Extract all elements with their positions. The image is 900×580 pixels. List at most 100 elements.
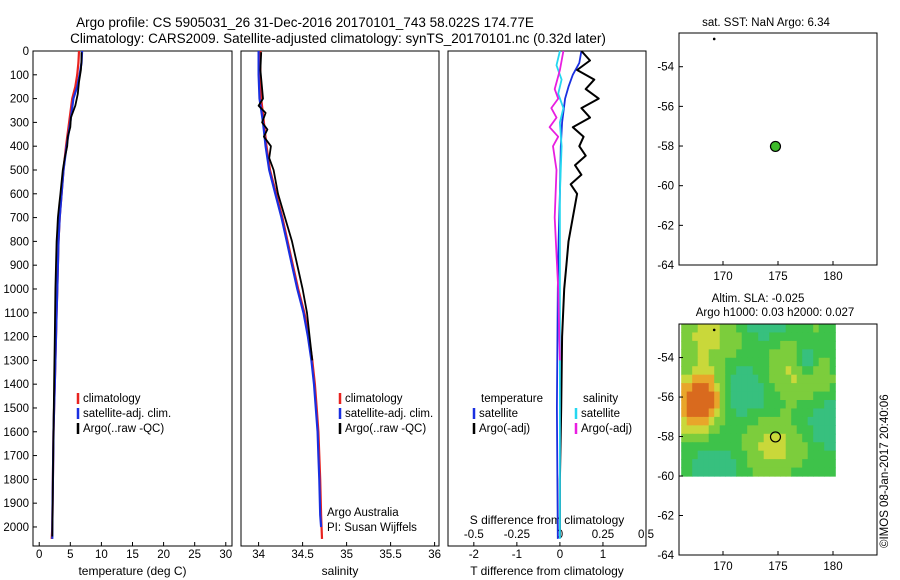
altimetry-map-sla-cell [741,324,748,334]
altimetry-map-sla-cell [769,459,776,469]
altimetry-map-sla-cell [780,324,787,334]
altimetry-map-sla-cell [824,450,831,460]
altimetry-map-sla-cell [774,324,781,334]
altimetry-map-sla-cell [736,433,743,443]
depth-tick-label: 1100 [4,308,29,320]
altimetry-map-sla-cell [681,340,688,350]
altimetry-map-sla-cell [714,425,721,435]
altimetry-map-sla-cell [763,349,770,359]
depth-tick-label: 300 [10,117,29,129]
altimetry-map-sla-cell [730,400,737,410]
altimetry-map-sla-cell [714,400,721,410]
altimetry-map-sla-cell [769,366,776,376]
altimetry-map-sla-cell [780,391,787,401]
salinity-series-argo-line [257,52,314,361]
altimetry-map-sla-cell [824,467,831,477]
altimetry-map-sla-cell [714,332,721,342]
altimetry-map-sla-cell [714,467,721,477]
depth-tick-label: 1600 [3,427,29,439]
altimetry-map-sla-cell [747,332,754,342]
altimetry-map-sla-cell [807,425,814,435]
altimetry-map-sla-cell [736,450,743,460]
altimetry-map-sla-cell [807,357,814,367]
altimetry-map-sla-cell [813,324,820,334]
altimetry-map-sla-cell [802,459,809,469]
altimetry-map-sla-cell [741,400,748,410]
altimetry-map-sla-cell [747,400,754,410]
altimetry-map-sla-cell [736,357,743,367]
altimetry-map-sla-cell [796,442,803,452]
altimetry-map-sla-cell [730,416,737,426]
depth-tick-label: 1700 [3,451,29,463]
altimetry-map-sla-cell [802,374,809,384]
altimetry-map-lat-tick-label: -58 [657,432,674,444]
altimetry-map-sla-cell [769,391,776,401]
figure-title-line1: Argo profile: CS 5905031_26 31-Dec-2016 … [76,15,534,30]
altimetry-map-sla-cell [686,442,693,452]
altimetry-map-sla-cell [697,383,704,393]
altimetry-map-sla-cell [719,400,726,410]
altimetry-map-sla-cell [774,467,781,477]
altimetry-map-sla-cell [686,450,693,460]
altimetry-map-sla-cell [730,324,737,334]
altimetry-map-sla-cell [829,324,836,334]
altimetry-map-sla-cell [725,332,732,342]
altimetry-map-sla-cell [752,400,759,410]
altimetry-map-sla-cell [818,324,825,334]
altimetry-map-sla-cell [741,459,748,469]
altimetry-map-sla-cell [730,433,737,443]
difference-axes-frame [447,50,647,547]
altimetry-map-sla-cell [681,416,688,426]
altimetry-map-sla-cell [780,450,787,460]
altimetry-map-sla-cell [681,383,688,393]
altimetry-map-sla-cell [813,408,820,418]
altimetry-map-sla-cell [686,416,693,426]
altimetry-map-sla-cell [692,340,699,350]
altimetry-map-sla-cell [829,425,836,435]
sst-map-lat-tick-label: -58 [657,141,674,153]
altimetry-map-sla-cell [774,459,781,469]
altimetry-map-sla-cell [708,391,715,401]
altimetry-map-sla-cell [714,349,721,359]
altimetry-map-sla-cell [818,467,825,477]
altimetry-map-sla-cell [785,349,792,359]
altimetry-map-sla-cell [692,433,699,443]
altimetry-map-sla-cell [796,366,803,376]
tdiff-legend-label: Argo(-adj) [479,423,530,435]
tdiff-tick-label: -1 [512,549,522,561]
altimetry-map-sla-cell [741,383,748,393]
altimetry-map-sla-cell [681,433,688,443]
altimetry-map-sla-cell [818,391,825,401]
altimetry-map-sla-cell [802,324,809,334]
altimetry-map-sla-cell [692,416,699,426]
altimetry-map-sla-cell [813,366,820,376]
salinity-legend-label: climatology [345,393,403,405]
altimetry-map-sla-cell [714,374,721,384]
altimetry-map-sla-cell [769,357,776,367]
temperature-tick-label: 20 [157,549,170,561]
altimetry-map-sla-cell [774,383,781,393]
sst-map-float-position-marker [769,140,782,153]
altimetry-map-sla-cell [708,425,715,435]
altimetry-map-sla-cell [741,349,748,359]
altimetry-map-sla-cell [763,433,770,443]
altimetry-map-sla-cell [741,374,748,384]
altimetry-map-sla-cell [807,442,814,452]
altimetry-map-sla-cell [703,391,710,401]
altimetry-map-sla-cell [730,450,737,460]
altimetry-map-sla-cell [697,450,704,460]
altimetry-map-sla-cell [681,425,688,435]
altimetry-map-sla-cell [719,442,726,452]
altimetry-map-sla-cell [807,450,814,460]
tdiff-tick-label: -2 [469,549,479,561]
altimetry-map-sla-cell [785,332,792,342]
altimetry-map-sla-cell [686,425,693,435]
altimetry-map-sla-cell [747,366,754,376]
altimetry-map-sla-cell [736,391,743,401]
sst-map-lat-tick-label: -64 [657,260,674,272]
altimetry-map-sla-cell [697,349,704,359]
altimetry-map-sla-cell [692,391,699,401]
altimetry-map-sla-cell [802,357,809,367]
altimetry-map-sla-cell [719,425,726,435]
altimetry-map-sla-cell [719,340,726,350]
